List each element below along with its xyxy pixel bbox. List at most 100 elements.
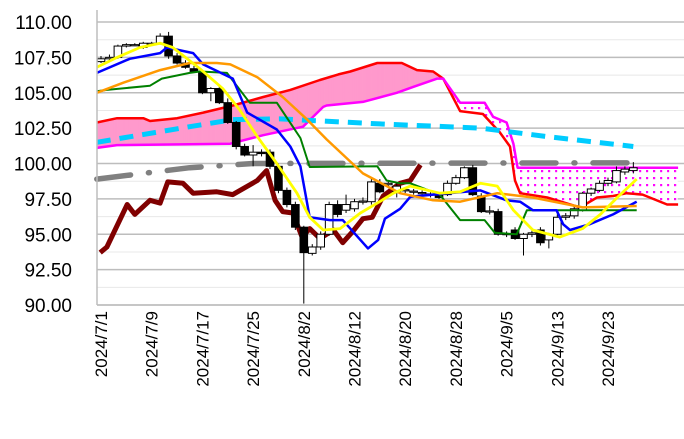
cloud-segment-bullish bbox=[320, 78, 324, 111]
cloud-segment-bearish bbox=[576, 167, 579, 207]
cloud-segment-bullish bbox=[278, 92, 281, 133]
cloud-segment-bearish bbox=[542, 167, 545, 198]
candle-body-up bbox=[341, 204, 351, 211]
candle-body-down bbox=[536, 229, 545, 244]
cloud-segment-bearish bbox=[527, 167, 530, 195]
cloud-segment-bullish bbox=[138, 117, 142, 146]
cloud-segment-bullish bbox=[214, 108, 218, 145]
cloud-segment-bullish bbox=[130, 117, 133, 146]
cloud-segment-bullish bbox=[157, 119, 161, 145]
cloud-segment-bullish bbox=[276, 92, 279, 133]
cloud-segment-bullish bbox=[417, 69, 421, 86]
x-tick-label: 2024/7/9 bbox=[143, 311, 162, 377]
cloud-segment-bullish bbox=[385, 62, 389, 97]
cloud-segment-bearish bbox=[544, 167, 547, 198]
candle-body-up bbox=[569, 208, 579, 217]
cloud-segment-bearish bbox=[650, 167, 653, 199]
candle-body-down bbox=[172, 55, 182, 64]
candle-body-up bbox=[612, 170, 621, 183]
cloud-segment-bullish bbox=[132, 117, 136, 146]
cloud-segment-bearish bbox=[525, 167, 528, 195]
cloud-segment-bearish bbox=[620, 167, 623, 195]
cloud-segment-bullish bbox=[415, 69, 419, 87]
cloud-segment-bearish bbox=[470, 102, 473, 113]
series-line-chikou bbox=[98, 163, 423, 255]
cloud-segment-bullish bbox=[413, 68, 417, 88]
candle-body-up bbox=[417, 192, 427, 195]
cloud-segment-bullish bbox=[197, 112, 201, 145]
cloud-segment-bearish bbox=[572, 167, 575, 206]
cloud-segment-bearish bbox=[586, 167, 589, 204]
candle-body-down bbox=[231, 121, 241, 148]
candle-body-down bbox=[299, 226, 309, 254]
cloud-segment-bearish bbox=[468, 102, 471, 113]
cloud-segment-bullish bbox=[341, 72, 345, 105]
series-line-senkou-a bbox=[96, 61, 679, 209]
y-tick-label: 95.00 bbox=[24, 225, 72, 246]
cloud-segment-bearish bbox=[555, 167, 558, 201]
cloud-segment-bearish bbox=[658, 167, 661, 202]
cloud-segment-bearish bbox=[462, 102, 465, 112]
cloud-segment-bullish bbox=[368, 64, 372, 101]
y-tick-label: 110.00 bbox=[15, 13, 72, 34]
y-tick-label: 92.50 bbox=[24, 261, 72, 282]
cloud-segment-bullish bbox=[193, 113, 197, 145]
cloud-segment-bullish bbox=[136, 117, 140, 146]
candle-body-up bbox=[595, 182, 604, 191]
series-line-ma-longest bbox=[94, 160, 641, 182]
candle-body-up bbox=[130, 44, 140, 47]
cloud-segment-bearish bbox=[481, 102, 484, 115]
cloud-segment-bullish bbox=[366, 65, 370, 102]
cloud-segment-bullish bbox=[400, 62, 404, 92]
cloud-segment-bullish bbox=[126, 117, 129, 146]
cloud-segment-bullish bbox=[191, 114, 195, 145]
candle-body-down bbox=[215, 88, 224, 104]
cloud-segment-bearish bbox=[654, 167, 657, 201]
cloud-segment-bullish bbox=[356, 68, 360, 103]
cloud-segment-bearish bbox=[574, 167, 577, 207]
candle-body-up bbox=[586, 188, 596, 194]
cloud-segment-bullish bbox=[339, 73, 343, 105]
cloud-segment-bullish bbox=[419, 70, 423, 86]
candle-body-down bbox=[198, 72, 207, 94]
cloud-segment-bearish bbox=[593, 167, 596, 200]
y-axis-ticks: 110.00 107.50 105.00 102.50 100.00 97.50 95.00… bbox=[14, 13, 72, 317]
cloud-segment-bullish bbox=[204, 111, 207, 145]
cloud-segment-bullish bbox=[128, 117, 131, 146]
cloud-segment-bullish bbox=[345, 71, 349, 104]
cloud-segment-bullish bbox=[113, 118, 117, 146]
cloud-segment-bullish bbox=[183, 116, 186, 145]
cloud-segment-bullish bbox=[407, 65, 410, 90]
candle-body-up bbox=[248, 151, 258, 156]
cloud-segment-bullish bbox=[409, 66, 412, 89]
candle-body-up bbox=[367, 181, 376, 203]
cloud-segment-bearish bbox=[504, 121, 507, 142]
series-line-ma-long bbox=[96, 116, 634, 149]
cloud-segment-bullish bbox=[421, 70, 425, 85]
y-tick-label: 107.50 bbox=[14, 48, 72, 69]
cloud-segment-bearish bbox=[648, 167, 651, 198]
cloud-segment-bearish bbox=[502, 120, 505, 139]
cloud-segment-bullish bbox=[383, 62, 387, 97]
x-tick-label: 2024/8/28 bbox=[447, 311, 466, 387]
cloud-segment-bullish bbox=[411, 67, 414, 88]
cloud-segment-bearish bbox=[548, 167, 551, 199]
cloud-segment-bullish bbox=[394, 62, 398, 94]
cloud-segment-bearish bbox=[565, 167, 568, 204]
cloud-segment-bearish bbox=[521, 167, 524, 194]
candle-body-down bbox=[282, 189, 292, 206]
cloud-segment-bullish bbox=[373, 63, 376, 100]
x-axis-ticks: 2024/7/1 2024/7/9 2024/7/17 2024/7/25 2024/8… bbox=[92, 311, 618, 387]
cloud-segment-bullish bbox=[324, 77, 328, 107]
candle-body-up bbox=[307, 246, 317, 254]
x-tick-label: 2024/9/5 bbox=[498, 311, 517, 377]
cloud-segment-bullish bbox=[155, 119, 159, 145]
cloud-segment-bearish bbox=[660, 167, 663, 203]
cloud-segment-bullish bbox=[297, 86, 300, 129]
cloud-segment-bullish bbox=[314, 80, 317, 117]
cloud-segment-bullish bbox=[309, 82, 313, 121]
cloud-segment-bullish bbox=[330, 75, 334, 106]
candle-body-up bbox=[451, 177, 461, 184]
cloud-segment-bearish bbox=[639, 167, 642, 195]
cloud-segment-bearish bbox=[601, 167, 604, 198]
